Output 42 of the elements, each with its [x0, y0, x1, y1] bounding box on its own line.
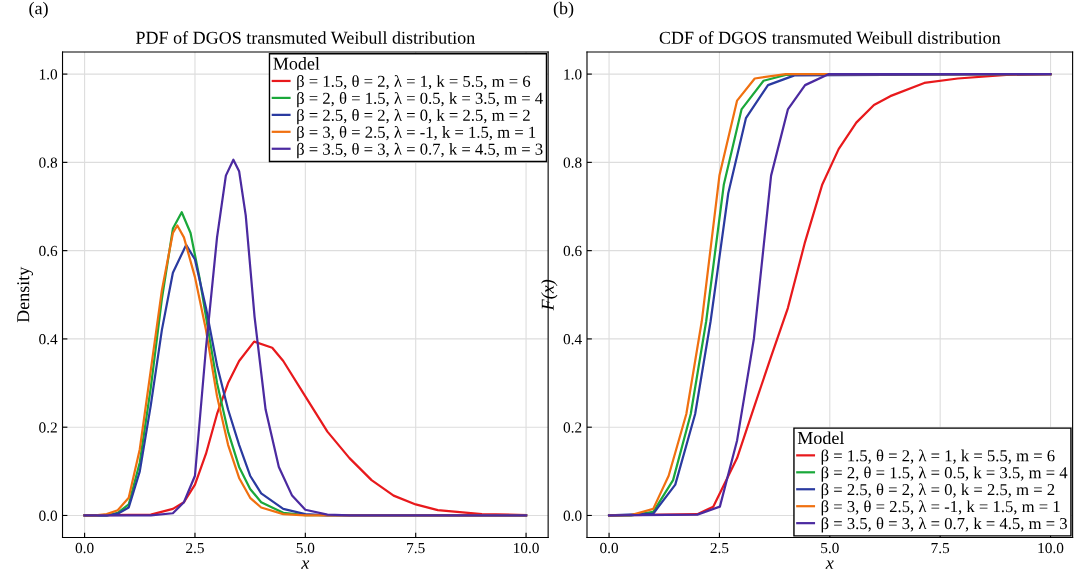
y-tick-label: 0.0 [39, 510, 58, 521]
legend-title: Model [273, 57, 320, 70]
x-tick-label: 7.5 [931, 543, 950, 554]
legend-label: β = 3.5, θ = 3, λ = 0.7, k = 4.5, m = 3 [297, 142, 543, 159]
y-tick-label: 0.4 [39, 334, 58, 345]
y-tick-label: 0.8 [39, 157, 58, 168]
y-tick-label: 1.0 [39, 69, 58, 80]
x-tick-label: 0.0 [75, 542, 94, 554]
y-tick-label: 0.2 [563, 422, 582, 433]
x-axis-title: x [301, 560, 310, 569]
x-tick-label: 10.0 [1038, 542, 1064, 554]
legend-label: β = 2.5, θ = 2, λ = 0, k = 2.5, m = 2 [297, 108, 530, 125]
x-axis-title: x [825, 560, 834, 569]
y-tick-label: 0.6 [39, 245, 58, 257]
x-tick-label: 5.0 [821, 542, 839, 554]
y-axis-title: F(x) [541, 279, 558, 311]
x-tick-label: 10.0 [514, 542, 539, 554]
legend-label: β = 1.5, θ = 2, λ = 1, k = 5.5, m = 6 [821, 449, 1055, 465]
y-tick-label: 1.0 [564, 69, 582, 80]
legend-label: β = 2.5, θ = 2, λ = 0, k = 2.5, m = 2 [821, 483, 1055, 499]
legend-title: Model [797, 431, 845, 445]
y-axis-title: Density [17, 266, 34, 323]
legend-label: β = 3, θ = 2.5, λ = -1, k = 1.5, m = 1 [821, 500, 1060, 516]
chart-title: CDF of DGOS transmuted Weibull distribution [659, 30, 1001, 44]
x-tick-label: 5.0 [296, 542, 315, 554]
y-tick-label: 0.4 [563, 334, 582, 345]
legend-label: β = 2, θ = 1.5, λ = 0.5, k = 3.5, m = 4 [297, 92, 543, 108]
legend-label: β = 3.5, θ = 3, λ = 0.7, k = 4.5, m = 3 [821, 517, 1067, 533]
x-tick-label: 2.5 [186, 542, 204, 554]
legend-label: β = 1.5, θ = 2, λ = 1, k = 5.5, m = 6 [297, 75, 531, 91]
text: (a) [29, 1, 48, 19]
legend-label: β = 2, θ = 1.5, λ = 0.5, k = 3.5, m = 4 [821, 466, 1068, 482]
y-tick-label: 0.2 [39, 422, 57, 433]
text: (b) [553, 1, 574, 19]
x-tick-label: 0.0 [600, 542, 619, 554]
chart-title: PDF of DGOS transmuted Weibull distribution [135, 30, 475, 44]
y-tick-label: 0.0 [563, 510, 582, 521]
x-tick-label: 7.5 [407, 543, 425, 554]
y-tick-label: 0.8 [563, 157, 582, 168]
y-tick-label: 0.6 [563, 245, 582, 257]
legend-label: β = 3, θ = 2.5, λ = -1, k = 1.5, m = 1 [297, 125, 536, 142]
x-tick-label: 2.5 [710, 542, 729, 554]
